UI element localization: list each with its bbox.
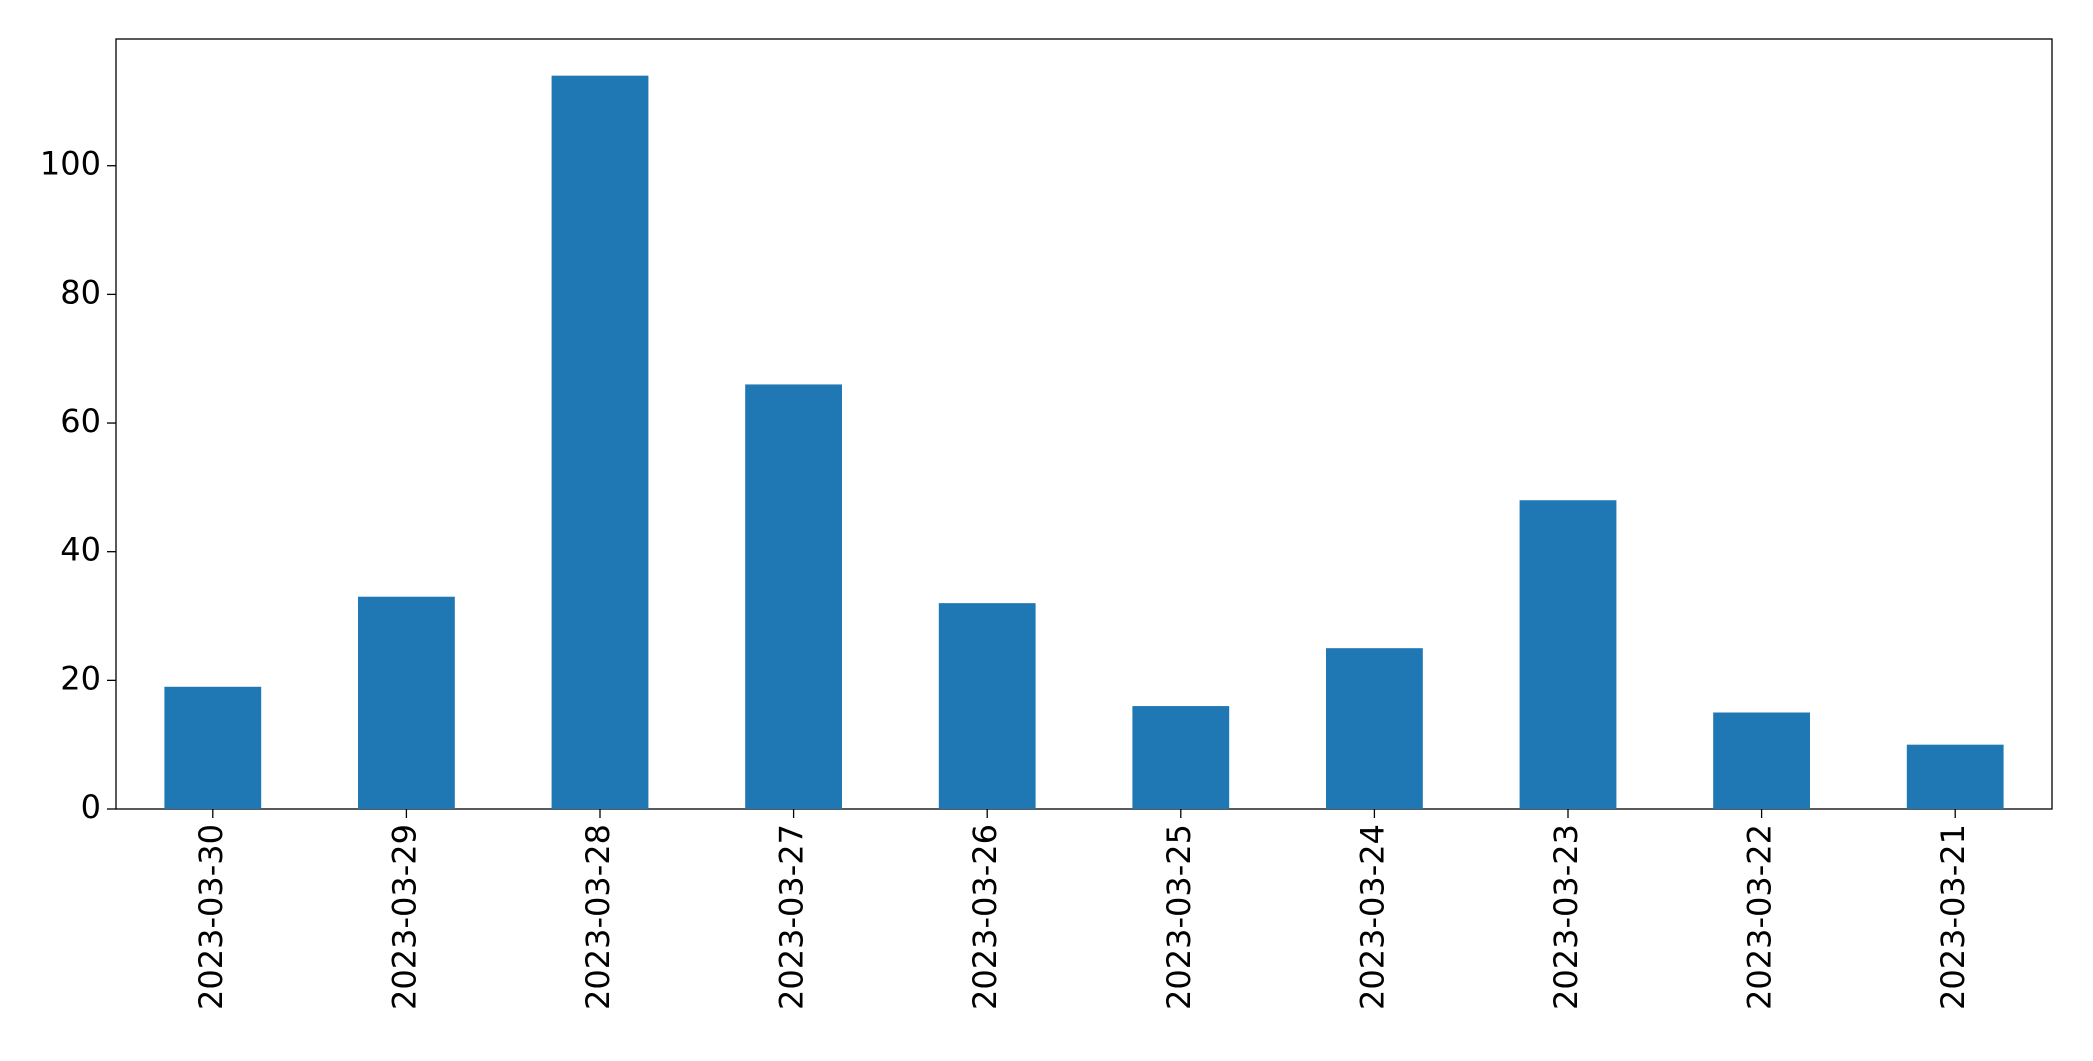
y-tick-label: 40: [60, 531, 101, 569]
x-tick-label: 2023-03-26: [966, 824, 1004, 1010]
y-tick-label: 0: [81, 788, 101, 826]
bar: [551, 75, 649, 809]
x-tick-label: 2023-03-30: [192, 824, 230, 1010]
x-tick-label: 2023-03-25: [1160, 824, 1198, 1010]
x-tick-label: 2023-03-23: [1547, 824, 1585, 1010]
y-tick-label: 60: [60, 402, 101, 440]
y-tick-label: 80: [60, 273, 101, 311]
y-tick-label: 20: [60, 659, 101, 697]
x-tick-label: 2023-03-22: [1741, 824, 1779, 1010]
plot-frame: [115, 38, 2053, 810]
x-tick-label: 2023-03-27: [773, 824, 811, 1010]
x-tick-label: 2023-03-24: [1353, 824, 1391, 1010]
bar: [358, 596, 455, 809]
bar: [164, 686, 262, 809]
bar: [1132, 706, 1230, 809]
bar: [1326, 648, 1423, 809]
bar: [1906, 744, 2004, 809]
bar: [1519, 500, 1617, 809]
bar: [745, 384, 842, 809]
y-tick-label: 100: [40, 145, 101, 183]
x-tick-label: 2023-03-29: [385, 824, 423, 1010]
x-tick-label: 2023-03-28: [579, 824, 617, 1010]
x-tick-label: 2023-03-21: [1934, 824, 1972, 1010]
bar: [938, 603, 1036, 809]
bar: [1713, 712, 1810, 809]
